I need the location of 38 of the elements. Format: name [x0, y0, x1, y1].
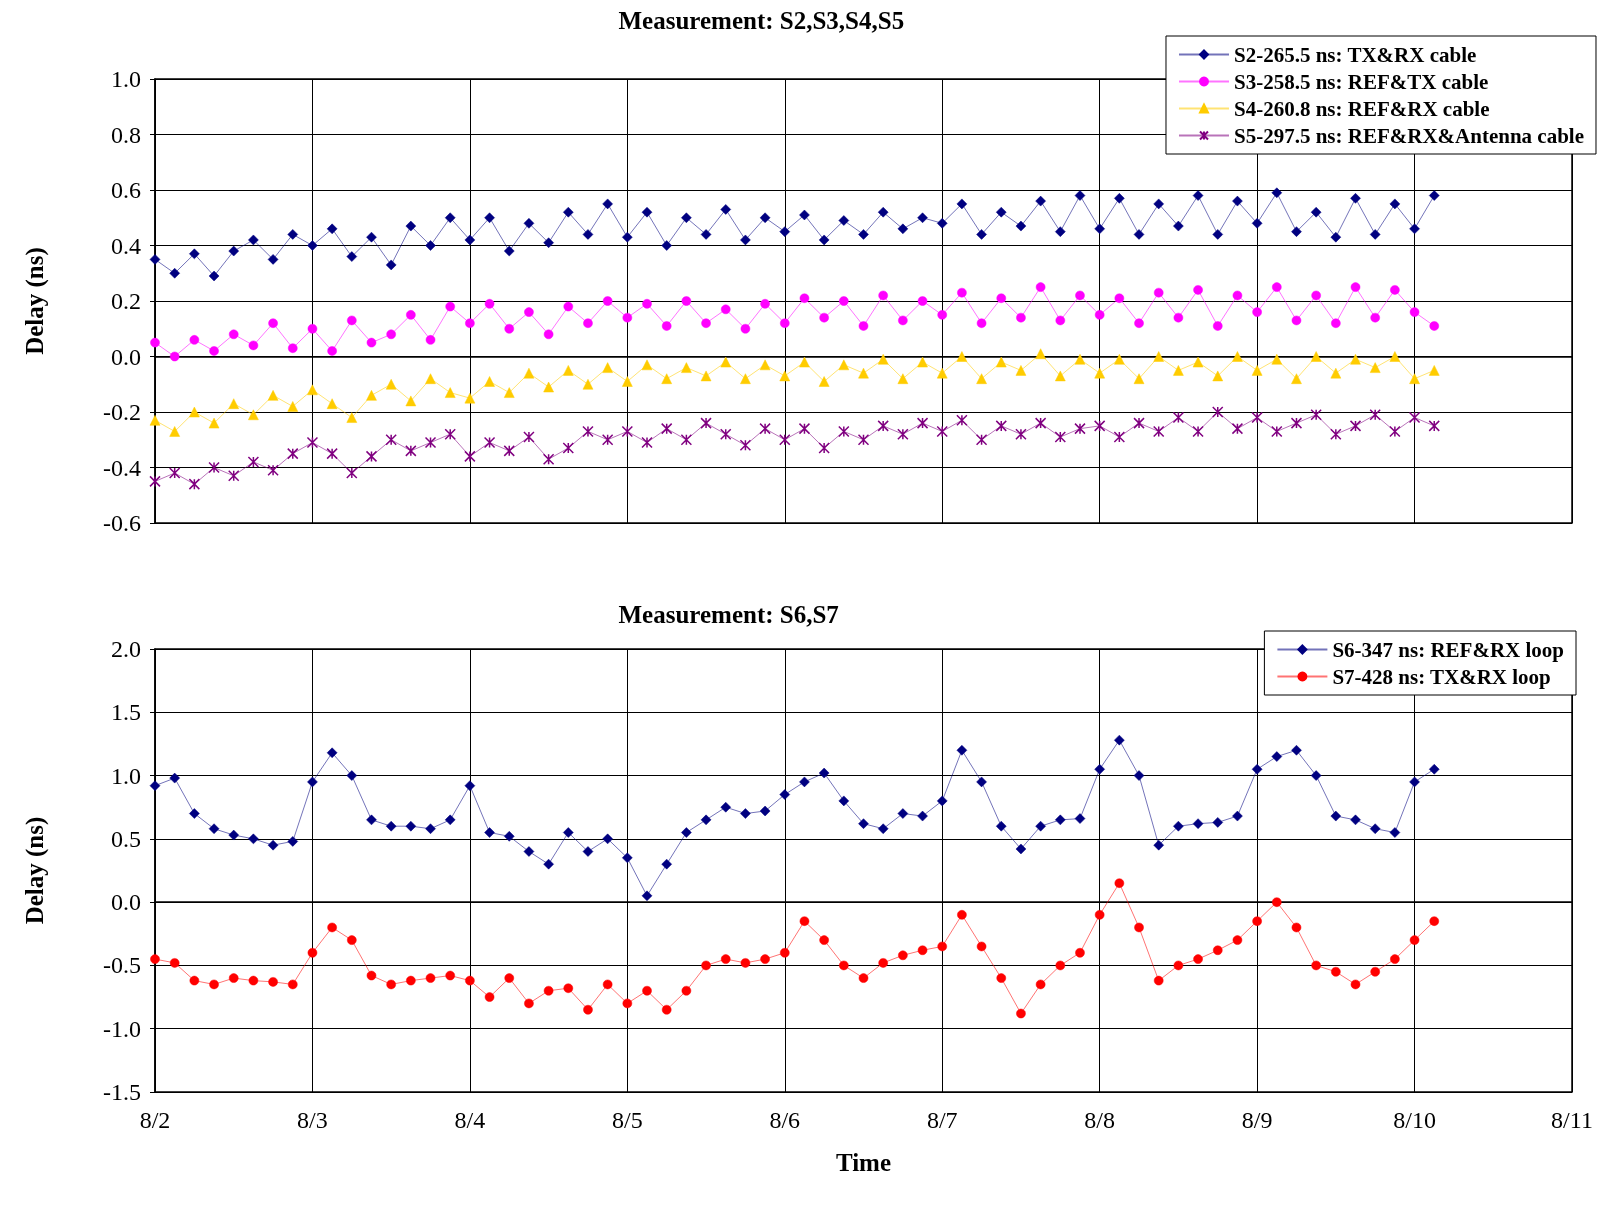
legend-label: S3-258.5 ns: REF&TX cable [1233, 69, 1489, 94]
x-tick-label: 8/9 [1241, 1107, 1273, 1133]
x-tick-label: 8/8 [1084, 1107, 1115, 1133]
y-tick-label: 0.0 [111, 889, 141, 916]
x-tick-label: 8/4 [454, 1107, 486, 1133]
legend-label: S6-347 ns: REF&RX loop [1332, 637, 1564, 662]
chart-title: Measurement: S6,S7 [618, 601, 839, 628]
y-tick-label: 2.0 [111, 636, 141, 662]
legend-label: S7-428 ns: TX&RX loop [1332, 664, 1551, 689]
chart-title: Measurement: S2,S3,S4,S5 [618, 7, 905, 34]
y-tick-label: -0.2 [103, 399, 141, 425]
y-tick-label: 0.0 [111, 343, 141, 370]
y-tick-label: 0.5 [111, 825, 141, 852]
x-tick-label: 8/11 [1551, 1107, 1593, 1133]
x-tick-label: 8/5 [612, 1107, 643, 1133]
y-tick-label: -0.5 [103, 952, 141, 979]
y-tick-label: -1.5 [103, 1079, 141, 1105]
y-tick-label: 1.0 [111, 762, 141, 789]
x-tick-label: 8/3 [297, 1107, 328, 1133]
y-tick-label: -0.4 [103, 454, 141, 481]
y-tick-label: 1.0 [111, 66, 141, 92]
x-tick-label: 8/7 [926, 1107, 958, 1133]
y-tick-label: 0.6 [111, 177, 141, 203]
x-axis-title: Time [835, 1149, 892, 1176]
legend-label: S5-297.5 ns: REF&RX&Antenna cable [1233, 123, 1585, 148]
y-axis-title: Delay (ns) [21, 816, 49, 925]
y-tick-label: 1.5 [111, 699, 141, 726]
y-tick-label: -0.6 [103, 510, 141, 536]
y-tick-label: -1.0 [103, 1015, 141, 1042]
x-tick-label: 8/6 [769, 1107, 801, 1133]
y-tick-label: 0.8 [111, 121, 141, 148]
legend-label: S4-260.8 ns: REF&RX cable [1233, 96, 1490, 121]
x-tick-label: 8/10 [1393, 1107, 1436, 1133]
y-axis-title: Delay (ns) [21, 247, 49, 355]
legend-label: S2-265.5 ns: TX&RX cable [1233, 42, 1477, 67]
x-tick-label: 8/2 [139, 1107, 171, 1133]
y-tick-label: 0.4 [111, 232, 141, 259]
y-tick-label: 0.2 [111, 288, 141, 314]
